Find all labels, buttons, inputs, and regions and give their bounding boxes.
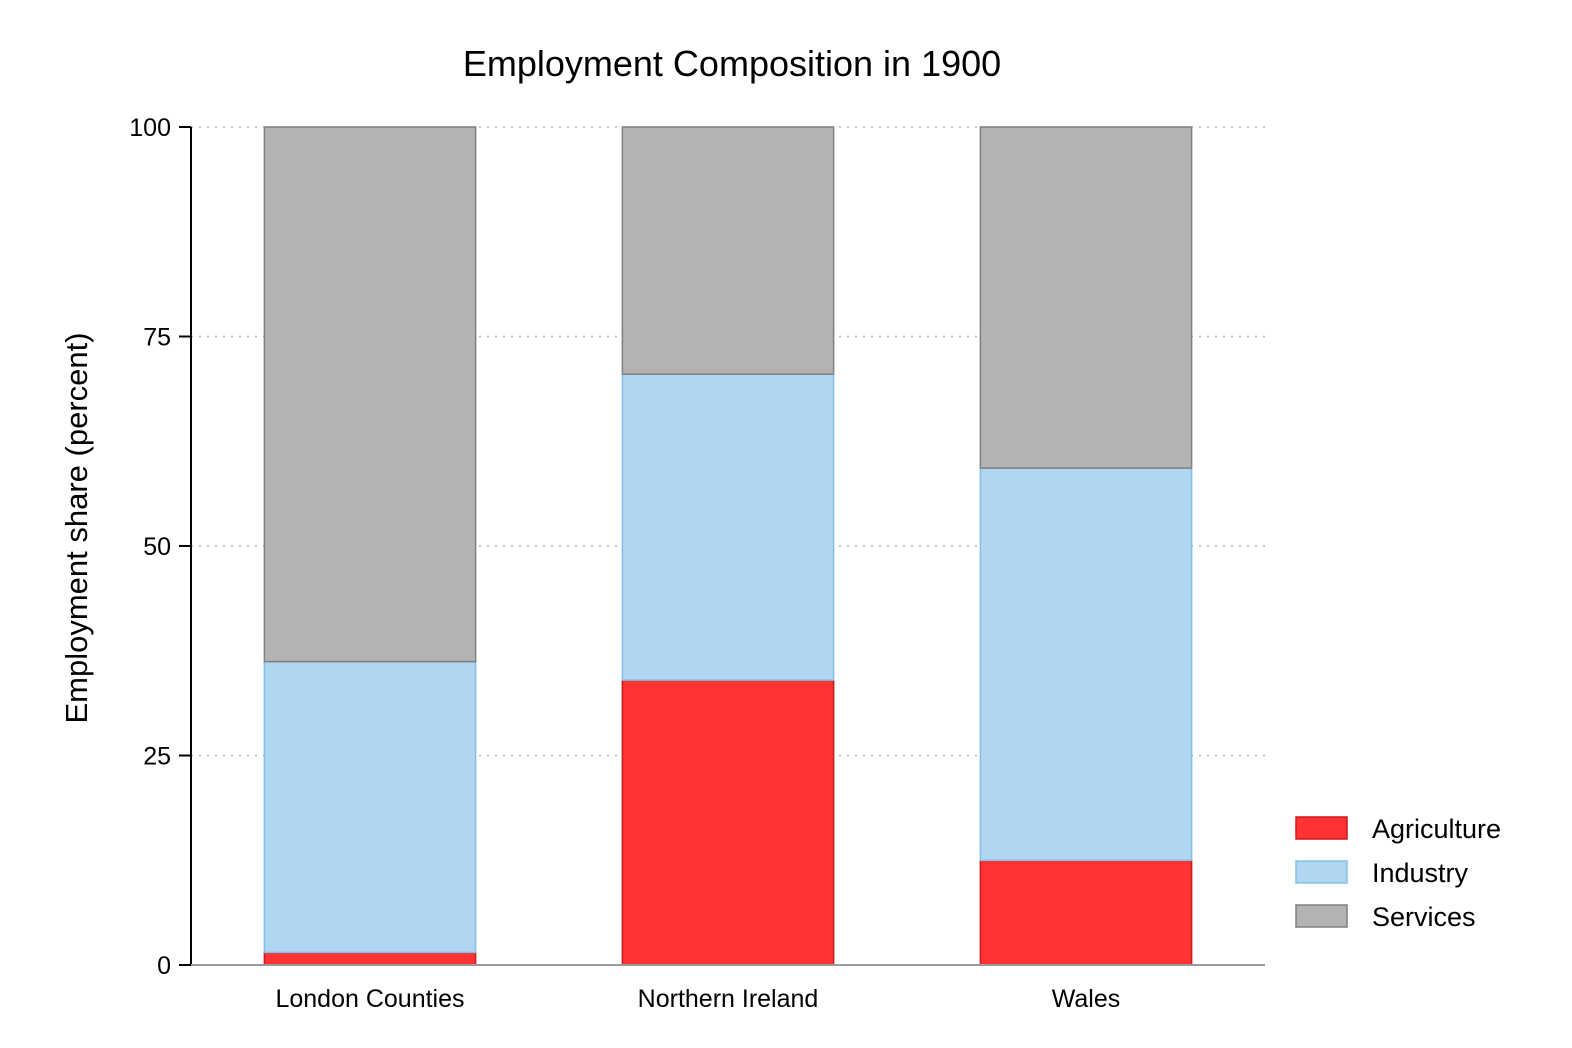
bar-agriculture-3 <box>979 859 1193 966</box>
bar-services-2 <box>621 126 835 375</box>
x-tick-label: Northern Ireland <box>638 985 819 1013</box>
y-tick-label: 75 <box>143 324 171 352</box>
legend-label-services: Services <box>1372 902 1476 932</box>
bar-services-3 <box>979 126 1193 469</box>
y-tick-label: 25 <box>143 743 171 771</box>
bars <box>263 126 1193 966</box>
chart-title: Employment Composition in 1900 <box>463 43 1001 84</box>
x-tick-label: London Counties <box>275 985 464 1013</box>
bar-industry-1 <box>263 660 477 954</box>
legend-swatch-industry <box>1295 860 1348 884</box>
y-ticks: 0 25 50 75 100 <box>129 114 191 980</box>
bar-services-1 <box>263 126 477 663</box>
x-ticks: London Counties Northern Ireland Wales <box>275 985 1120 1013</box>
bar-industry-2 <box>621 373 835 681</box>
legend-swatch-services <box>1295 904 1348 928</box>
y-axis-label: Employment share (percent) <box>59 332 94 723</box>
y-tick-label: 100 <box>129 114 171 142</box>
y-tick-label: 50 <box>143 533 171 561</box>
bar-agriculture-1 <box>263 951 477 966</box>
legend-swatch-agriculture <box>1295 816 1348 840</box>
bar-agriculture-2 <box>621 679 835 966</box>
legend: Agriculture Industry Services <box>1295 814 1501 932</box>
legend-label-agriculture: Agriculture <box>1372 814 1501 844</box>
y-tick-label: 0 <box>157 952 171 980</box>
bar-industry-3 <box>979 467 1193 861</box>
legend-label-industry: Industry <box>1372 858 1469 888</box>
x-tick-label: Wales <box>1052 985 1121 1013</box>
